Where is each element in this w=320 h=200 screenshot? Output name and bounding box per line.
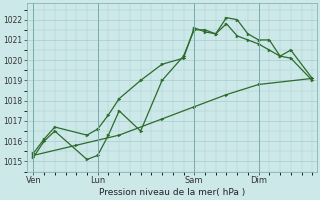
X-axis label: Pression niveau de la mer( hPa ): Pression niveau de la mer( hPa ) — [99, 188, 245, 197]
